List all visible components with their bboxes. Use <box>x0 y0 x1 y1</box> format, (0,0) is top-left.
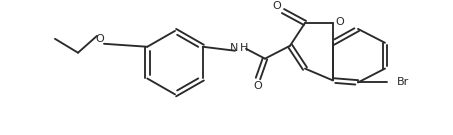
Text: O: O <box>96 34 104 44</box>
Text: O: O <box>254 81 262 91</box>
Text: N: N <box>230 43 238 53</box>
Text: O: O <box>272 1 281 11</box>
Text: H: H <box>240 43 248 53</box>
Text: Br: Br <box>397 77 409 87</box>
Text: O: O <box>335 17 344 27</box>
